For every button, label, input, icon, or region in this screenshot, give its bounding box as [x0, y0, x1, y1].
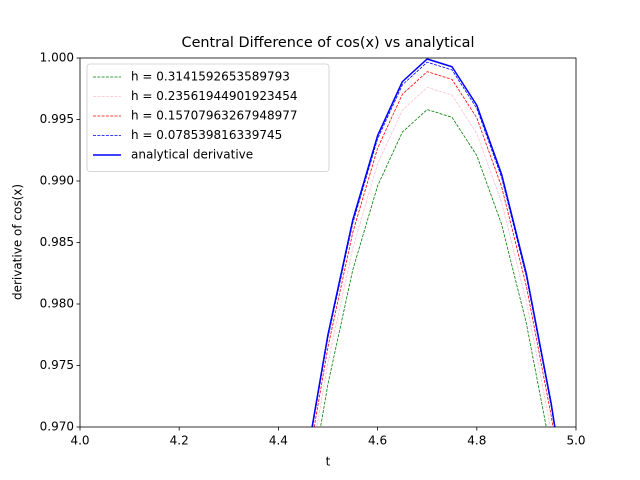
- x-tick-label: 4.8: [467, 434, 486, 448]
- y-axis-label: derivative of cos(x): [11, 184, 25, 300]
- legend-label: h = 0.078539816339745: [131, 128, 282, 142]
- x-axis-label: t: [326, 455, 331, 469]
- y-tick-label: 0.990: [40, 174, 74, 188]
- x-tick-label: 4.0: [70, 434, 89, 448]
- y-tick-label: 0.985: [40, 235, 74, 249]
- axes-frame: [79, 57, 577, 428]
- legend-box: [86, 63, 330, 172]
- legend-label: analytical derivative: [131, 148, 253, 162]
- series-line: [316, 87, 551, 427]
- legend-label: h = 0.15707963267948977: [131, 109, 298, 123]
- y-tick-label: 0.995: [40, 112, 74, 126]
- x-tick-label: 5.0: [566, 434, 585, 448]
- series-line: [313, 71, 554, 427]
- series-line: [311, 58, 556, 427]
- y-tick-label: 1.000: [40, 51, 74, 65]
- legend-label: h = 0.3141592653589793: [131, 70, 290, 84]
- x-tick-label: 4.6: [368, 434, 387, 448]
- x-tick-label: 4.2: [170, 434, 189, 448]
- legend-label: h = 0.23561944901923454: [131, 89, 298, 103]
- x-tick-label: 4.4: [269, 434, 288, 448]
- y-tick-label: 0.975: [40, 358, 74, 372]
- y-tick-label: 0.980: [40, 297, 74, 311]
- chart-title: Central Difference of cos(x) vs analytic…: [182, 35, 475, 51]
- plot-area: [311, 58, 556, 427]
- y-tick-label: 0.970: [40, 420, 74, 434]
- series-line: [320, 109, 547, 427]
